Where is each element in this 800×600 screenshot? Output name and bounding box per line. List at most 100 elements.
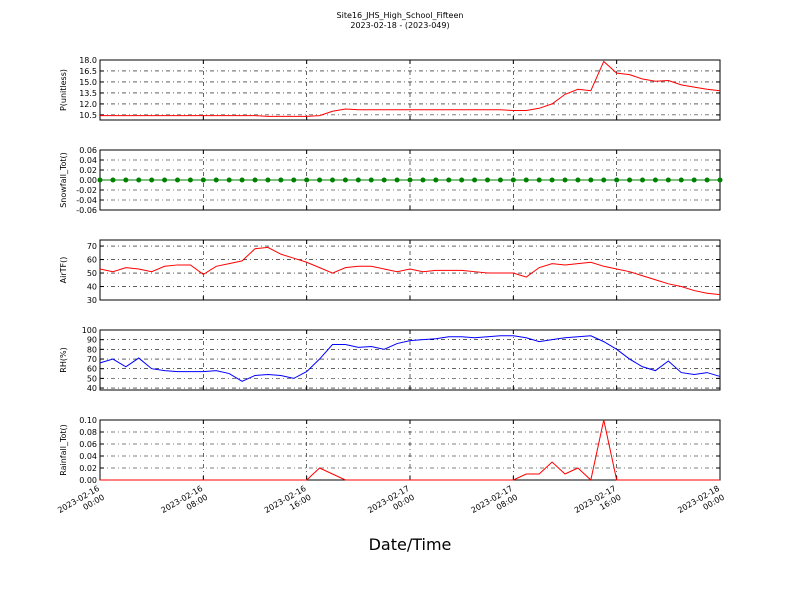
data-line <box>100 60 721 117</box>
data-point <box>239 177 245 183</box>
y-tick-label: 50 <box>87 269 97 278</box>
y-tick-label: 0.02 <box>79 166 97 175</box>
data-point <box>549 177 555 183</box>
data-point <box>368 177 374 183</box>
y-tick-label: 30 <box>87 296 97 305</box>
data-point <box>459 177 465 183</box>
data-point <box>704 177 710 183</box>
y-tick-label: -0.02 <box>76 186 97 195</box>
data-point <box>627 177 633 183</box>
data-point <box>330 177 335 183</box>
y-tick-label: 0.04 <box>79 452 97 461</box>
data-point <box>317 177 323 183</box>
y-axis-label: P(unitless) <box>59 69 68 111</box>
y-tick-label: 10.5 <box>79 111 97 120</box>
y-tick-label: 70 <box>87 242 97 251</box>
y-axis-label: Snowfall_Tot() <box>59 152 68 208</box>
data-point <box>252 177 258 183</box>
data-point <box>200 177 206 183</box>
data-point <box>162 177 168 183</box>
data-point <box>665 177 671 183</box>
data-line <box>99 335 721 382</box>
data-point <box>536 177 542 183</box>
data-point <box>355 177 361 183</box>
y-tick-label: 0.06 <box>79 146 97 155</box>
data-point <box>485 177 490 183</box>
data-point <box>149 177 155 183</box>
y-tick-label: 16.5 <box>79 67 97 76</box>
y-tick-label: 0.00 <box>79 476 97 485</box>
data-point <box>678 177 684 183</box>
y-tick-label: 0.02 <box>79 464 97 473</box>
data-point <box>291 177 297 183</box>
y-tick-label: 60 <box>87 256 97 265</box>
data-point <box>562 177 568 183</box>
data-point <box>497 177 503 183</box>
data-point <box>652 177 658 183</box>
y-axis-label: Rainfall_Tot() <box>59 424 68 476</box>
y-tick-label: -0.04 <box>76 196 97 205</box>
y-tick-label: -0.06 <box>76 206 97 215</box>
data-point <box>420 177 426 183</box>
y-tick-label: 70 <box>87 355 97 364</box>
x-tick-label: 2023-02-1616:00 <box>263 484 313 524</box>
data-point <box>691 177 697 183</box>
figure-title: Site16_JHS_High_School_Fifteen <box>337 11 464 20</box>
y-axis-label: AirTF() <box>59 257 68 284</box>
data-point <box>123 177 129 183</box>
data-point <box>265 177 271 183</box>
data-point <box>472 177 478 183</box>
data-point <box>187 177 193 183</box>
y-tick-label: 80 <box>87 345 97 354</box>
data-point <box>510 177 516 183</box>
data-point <box>381 177 387 183</box>
data-point <box>588 177 594 183</box>
y-axis-label: RH(%) <box>59 347 68 372</box>
y-tick-label: 0.00 <box>79 176 97 185</box>
data-point <box>110 177 116 183</box>
x-tick-label: 2023-02-1716:00 <box>573 484 623 524</box>
data-point <box>278 177 284 183</box>
y-tick-label: 0.04 <box>79 156 97 165</box>
x-axis-label: Date/Time <box>369 535 452 554</box>
y-tick-label: 12.0 <box>79 100 97 109</box>
x-tick-label: 2023-02-1708:00 <box>470 484 520 524</box>
y-tick-label: 40 <box>87 384 97 393</box>
y-tick-label: 100 <box>82 326 97 335</box>
data-point <box>433 177 439 183</box>
data-point <box>136 177 142 183</box>
data-line <box>99 246 721 296</box>
y-tick-label: 15.0 <box>79 78 97 87</box>
data-point <box>342 177 348 183</box>
data-point <box>304 177 310 183</box>
data-point <box>523 177 529 183</box>
data-point <box>226 177 232 183</box>
y-tick-label: 50 <box>87 374 97 383</box>
y-tick-label: 18.0 <box>79 56 97 65</box>
data-point <box>614 177 620 183</box>
y-tick-label: 90 <box>87 336 97 345</box>
data-point <box>717 177 723 183</box>
data-point <box>175 177 180 183</box>
data-point <box>213 177 219 183</box>
figure-subtitle: 2023-02-18 - (2023-049) <box>350 21 449 30</box>
x-tick-label: 2023-02-1600:00 <box>56 484 106 524</box>
data-point <box>446 177 452 183</box>
y-tick-label: 40 <box>87 283 97 292</box>
data-point <box>407 177 413 183</box>
y-tick-label: 60 <box>87 365 97 374</box>
x-tick-label: 2023-02-1608:00 <box>160 484 210 524</box>
data-point <box>394 177 400 183</box>
y-tick-label: 0.08 <box>79 428 97 437</box>
y-tick-label: 0.10 <box>79 416 97 425</box>
x-tick-label: 2023-02-1800:00 <box>676 484 726 524</box>
data-line <box>100 419 720 481</box>
data-point <box>575 177 581 183</box>
data-point <box>601 177 607 183</box>
data-point <box>640 177 645 183</box>
data-point <box>97 177 103 183</box>
y-tick-label: 0.06 <box>79 440 97 449</box>
y-tick-label: 13.5 <box>79 89 97 98</box>
